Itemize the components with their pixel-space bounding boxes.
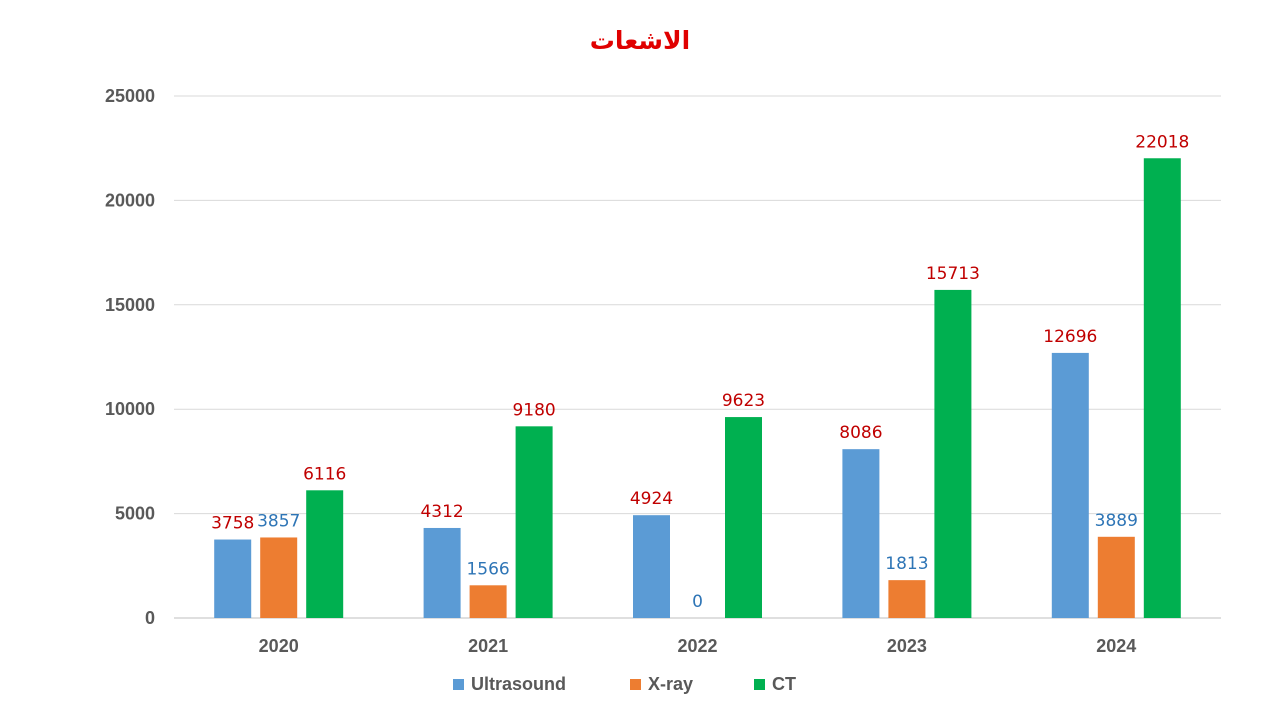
y-tick-label: 5000 [115, 504, 155, 524]
bar-ct-2022 [725, 417, 762, 618]
legend-swatch [453, 678, 464, 690]
chart-title: الاشعات [589, 26, 691, 55]
x-tick-label: 2021 [468, 636, 508, 656]
bar-ct-2020 [306, 490, 344, 618]
bar-x-ray-2021 [469, 585, 507, 618]
data-label: 3857 [257, 511, 300, 531]
bar-ct-2024 [1143, 158, 1181, 618]
legend-item-ct: CT [754, 671, 796, 697]
data-label: 6116 [303, 464, 346, 484]
data-label: 0 [692, 592, 703, 612]
bar-x-ray-2023 [888, 580, 926, 618]
y-tick-label: 0 [145, 608, 155, 628]
bar-ct-2023 [934, 289, 972, 618]
x-tick-label: 2023 [887, 636, 927, 656]
data-label: 4312 [420, 502, 463, 522]
data-label: 3889 [1095, 511, 1138, 531]
y-tick-label: 10000 [105, 399, 155, 419]
data-label: 1813 [885, 554, 928, 574]
legend-item-ultrasound: Ultrasound [453, 671, 566, 697]
bar-ultrasound-2021 [423, 527, 461, 618]
bar-ultrasound-2022 [633, 515, 670, 618]
y-tick-label: 15000 [105, 295, 155, 315]
data-label: 12696 [1043, 327, 1097, 347]
data-label: 9623 [722, 391, 765, 411]
bar-ultrasound-2020 [214, 539, 252, 618]
bar-ultrasound-2023 [842, 449, 880, 618]
data-label: 9180 [512, 400, 555, 420]
chart-legend: Ultrasound X-ray CT [0, 671, 1280, 697]
bar-x-ray-2020 [260, 537, 298, 618]
bar-ct-2021 [515, 426, 553, 618]
legend-swatch [754, 678, 765, 690]
data-label: 15713 [926, 264, 980, 284]
legend-item-x-ray: X-ray [630, 671, 693, 697]
bar-ultrasound-2024 [1051, 352, 1089, 618]
data-label: 8086 [839, 423, 882, 443]
y-tick-label: 25000 [105, 86, 155, 106]
legend-swatch [630, 678, 641, 690]
x-tick-label: 2024 [1096, 636, 1136, 656]
x-tick-label: 2022 [677, 636, 717, 656]
x-tick-label: 2020 [259, 636, 299, 656]
legend-label: CT [772, 673, 796, 694]
legend-label: Ultrasound [471, 673, 567, 694]
data-label: 1566 [466, 559, 509, 579]
data-label: 22018 [1135, 132, 1189, 152]
data-label: 3758 [211, 514, 254, 534]
data-label: 4924 [630, 489, 673, 509]
bar-x-ray-2024 [1097, 536, 1135, 618]
legend-label: X-ray [648, 673, 694, 694]
y-tick-label: 20000 [105, 190, 155, 210]
